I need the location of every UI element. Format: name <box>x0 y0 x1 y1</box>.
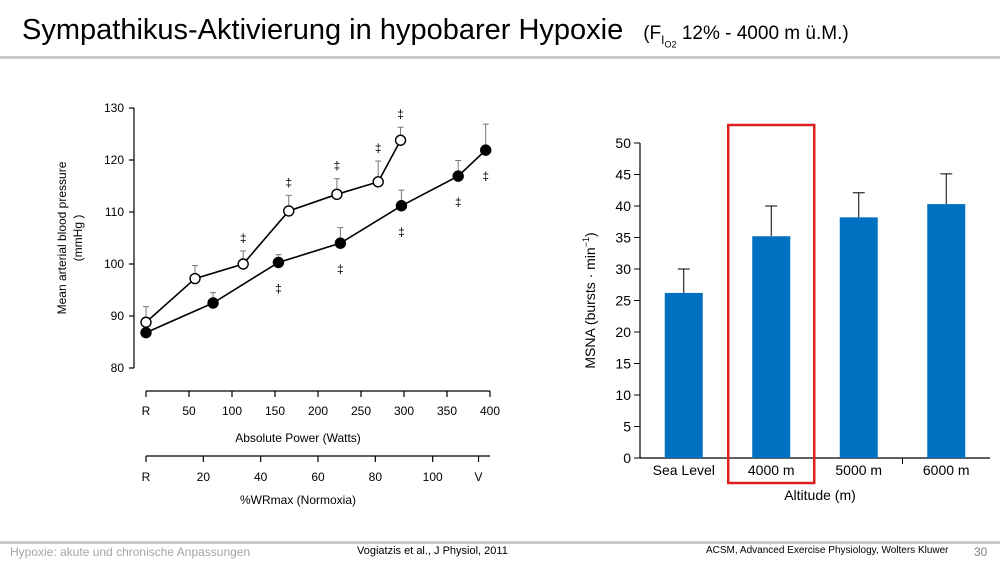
data-point-filled <box>207 297 219 309</box>
x-tick-label: 4000 m <box>748 462 795 478</box>
blood-pressure-chart: 80 90 100 110 120 130 Mean arterial blood pres… <box>55 101 500 507</box>
y-tick-label: 10 <box>615 387 631 403</box>
msna-bar-chart: 0 5 10 15 20 25 30 35 40 45 50 MSNA (bursts · min−1… <box>581 123 990 503</box>
data-point-open <box>283 205 295 217</box>
y-tick-label: 100 <box>104 257 124 271</box>
data-point-filled <box>480 144 492 156</box>
x-axis-label: Altitude (m) <box>784 487 856 503</box>
data-point-open <box>237 258 249 270</box>
x-tick-label: 100 <box>222 404 242 418</box>
x2-tick-label: 100 <box>423 470 443 484</box>
significance-marker: ‡ <box>398 225 405 239</box>
series-open-line <box>145 139 402 323</box>
bar-sea-level <box>664 292 703 458</box>
y-tick-label: 50 <box>615 135 631 151</box>
significance-marker: ‡ <box>482 169 489 183</box>
x-tick-label: 250 <box>351 404 371 418</box>
title-condition: (FIO2 12% - 4000 m ü.M.) <box>643 23 849 50</box>
y-tick-label: 90 <box>111 309 125 323</box>
y-tick-label: 5 <box>623 419 631 435</box>
significance-marker: ‡ <box>275 281 282 295</box>
title-bar: Sympathikus-Aktivierung in hypobarer Hyp… <box>0 0 1000 58</box>
slide-title: Sympathikus-Aktivierung in hypobarer Hyp… <box>22 14 849 49</box>
y-axis-label: Mean arterial blood pressure <box>55 161 69 314</box>
x-tick-label: 6000 m <box>923 462 970 478</box>
x-tick-label: 300 <box>394 404 414 418</box>
y-tick-label: 110 <box>105 205 124 219</box>
bar-6000-m <box>927 204 966 458</box>
significance-marker: ‡ <box>285 175 292 189</box>
x2-tick-label: 60 <box>311 470 325 484</box>
x-tick-label: 200 <box>308 404 328 418</box>
data-point-open <box>331 188 343 201</box>
y-tick-label: 130 <box>104 101 124 115</box>
data-point-filled <box>395 200 408 212</box>
x2-axis-label: %WRmax (Normoxia) <box>240 493 356 507</box>
title-main: Sympathikus-Aktivierung in hypobarer Hyp… <box>22 14 624 46</box>
data-point-open <box>189 272 201 285</box>
x-tick-label: 150 <box>265 404 285 418</box>
x2-tick-label: 80 <box>369 470 383 484</box>
significance-marker: ‡ <box>240 231 247 245</box>
bar-4000-m <box>752 236 791 458</box>
significance-marker: ‡ <box>334 159 341 173</box>
y-tick-label: 15 <box>615 356 631 372</box>
x-tick-label: Sea Level <box>653 462 715 478</box>
y-tick-label: 80 <box>111 361 125 375</box>
title-divider <box>0 56 1000 59</box>
y-tick-label: 0 <box>623 450 631 466</box>
x-tick-label: R <box>142 404 151 418</box>
y-tick-label: 45 <box>615 167 631 183</box>
footer-course-title: Hypoxie: akute und chronische Anpassunge… <box>10 545 251 559</box>
y-tick-label: 30 <box>615 261 631 277</box>
y-tick-label: 35 <box>615 230 631 246</box>
data-point-filled <box>272 256 285 269</box>
data-point-open <box>372 176 384 188</box>
data-point-filled <box>452 170 464 182</box>
x2-tick-label: 40 <box>254 470 268 484</box>
x-axis-label: Absolute Power (Watts) <box>235 431 361 445</box>
x2-tick-label: R <box>142 470 151 484</box>
x-tick-label: 400 <box>480 404 500 418</box>
page-number: 30 <box>974 545 988 559</box>
y-tick-label: 25 <box>615 293 631 309</box>
data-point-open <box>394 134 407 146</box>
bar-5000-m <box>839 217 878 458</box>
significance-marker: ‡ <box>337 262 344 276</box>
x2-tick-label: V <box>475 470 483 484</box>
highlight-box <box>727 123 816 485</box>
data-point-filled <box>334 237 347 249</box>
x2-tick-label: 20 <box>197 470 211 484</box>
significance-marker: ‡ <box>397 107 404 121</box>
x-tick-label: 5000 m <box>835 462 882 478</box>
y-axis-label-unit: (mmHg ) <box>71 215 85 262</box>
y-tick-label: 120 <box>104 153 124 167</box>
footer-source: ACSM, Advanced Exercise Physiology, Wolt… <box>706 545 949 556</box>
x-tick-label: 350 <box>437 404 457 418</box>
data-point-open <box>140 316 152 328</box>
y-axis-label: MSNA (bursts · min−1) <box>581 232 598 368</box>
data-point-filled <box>140 326 152 339</box>
footer-divider <box>0 541 1000 544</box>
x-tick-label: 50 <box>182 404 196 418</box>
series-filled-line <box>145 149 487 334</box>
significance-marker: ‡ <box>455 195 462 209</box>
y-tick-label: 40 <box>615 198 631 214</box>
y-tick-label: 20 <box>615 324 631 340</box>
significance-marker: ‡ <box>375 141 382 155</box>
footer-citation: Vogiatzis et al., J Physiol, 2011 <box>357 545 508 557</box>
